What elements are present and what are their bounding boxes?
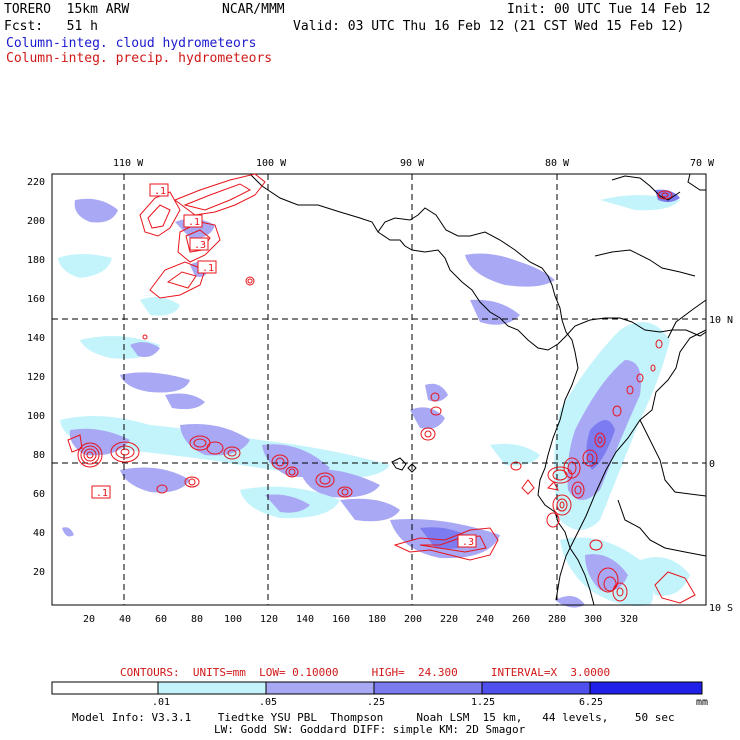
svg-text:160: 160 bbox=[27, 294, 45, 305]
svg-text:120: 120 bbox=[27, 372, 45, 383]
svg-text:90 W: 90 W bbox=[400, 158, 425, 169]
svg-text:180: 180 bbox=[368, 614, 386, 625]
organization: NCAR/MMM bbox=[222, 3, 285, 17]
svg-text:10 S: 10 S bbox=[709, 603, 733, 614]
svg-text:10 N: 10 N bbox=[709, 315, 733, 326]
svg-text:.3: .3 bbox=[462, 537, 474, 548]
svg-text:240: 240 bbox=[476, 614, 494, 625]
contour-info: CONTOURS: UNITS=mm LOW= 0.10000 HIGH= 24… bbox=[120, 667, 610, 679]
cloud-field-title: Column-integ. cloud hydrometeors bbox=[6, 37, 256, 51]
svg-text:70 W: 70 W bbox=[690, 158, 715, 169]
svg-text:300: 300 bbox=[584, 614, 602, 625]
colorbar-units: mm bbox=[696, 697, 708, 708]
svg-text:20: 20 bbox=[83, 614, 95, 625]
svg-text:280: 280 bbox=[548, 614, 566, 625]
svg-text:20: 20 bbox=[33, 567, 45, 578]
svg-text:120: 120 bbox=[260, 614, 278, 625]
init-time: Init: 00 UTC Tue 14 Feb 12 bbox=[507, 3, 711, 17]
svg-text:200: 200 bbox=[404, 614, 422, 625]
map-plot: .1 .1 .3 .1 .1 .3 110 W 100 W 90 W 80 W … bbox=[0, 150, 740, 630]
svg-text:100: 100 bbox=[224, 614, 242, 625]
svg-text:80 W: 80 W bbox=[545, 158, 570, 169]
svg-text:160: 160 bbox=[332, 614, 350, 625]
colorbar-tick: .01 bbox=[152, 697, 170, 708]
svg-text:100: 100 bbox=[27, 411, 45, 422]
colorbar-tick: .05 bbox=[259, 697, 277, 708]
svg-text:140: 140 bbox=[27, 333, 45, 344]
valid-time: Valid: 03 UTC Thu 16 Feb 12 (21 CST Wed … bbox=[293, 20, 684, 34]
svg-text:140: 140 bbox=[296, 614, 314, 625]
forecast-hour: Fcst: 51 h bbox=[4, 20, 98, 34]
svg-text:220: 220 bbox=[27, 177, 45, 188]
svg-text:.1: .1 bbox=[188, 217, 200, 228]
svg-text:40: 40 bbox=[119, 614, 131, 625]
svg-text:60: 60 bbox=[155, 614, 167, 625]
svg-text:80: 80 bbox=[191, 614, 203, 625]
model-title: TORERO 15km ARW bbox=[4, 3, 129, 17]
svg-text:320: 320 bbox=[620, 614, 638, 625]
svg-text:60: 60 bbox=[33, 489, 45, 500]
svg-text:180: 180 bbox=[27, 255, 45, 266]
precip-field-title: Column-integ. precip. hydrometeors bbox=[6, 52, 272, 66]
svg-text:40: 40 bbox=[33, 528, 45, 539]
svg-text:260: 260 bbox=[512, 614, 530, 625]
svg-text:80: 80 bbox=[33, 450, 45, 461]
svg-text:110 W: 110 W bbox=[113, 158, 144, 169]
cloud-shading bbox=[58, 190, 690, 608]
svg-text:100 W: 100 W bbox=[256, 158, 287, 169]
colorbar-tick: 6.25 bbox=[579, 697, 603, 708]
svg-text:200: 200 bbox=[27, 216, 45, 227]
svg-text:.1: .1 bbox=[96, 488, 108, 499]
svg-text:.3: .3 bbox=[194, 240, 206, 251]
svg-text:220: 220 bbox=[440, 614, 458, 625]
svg-text:.1: .1 bbox=[154, 186, 166, 197]
colorbar-tick: .25 bbox=[367, 697, 385, 708]
svg-text:0: 0 bbox=[709, 459, 715, 470]
model-physics: LW: Godd SW: Goddard DIFF: simple KM: 2D… bbox=[214, 724, 525, 736]
svg-text:.1: .1 bbox=[202, 263, 214, 274]
colorbar-tick: 1.25 bbox=[471, 697, 495, 708]
